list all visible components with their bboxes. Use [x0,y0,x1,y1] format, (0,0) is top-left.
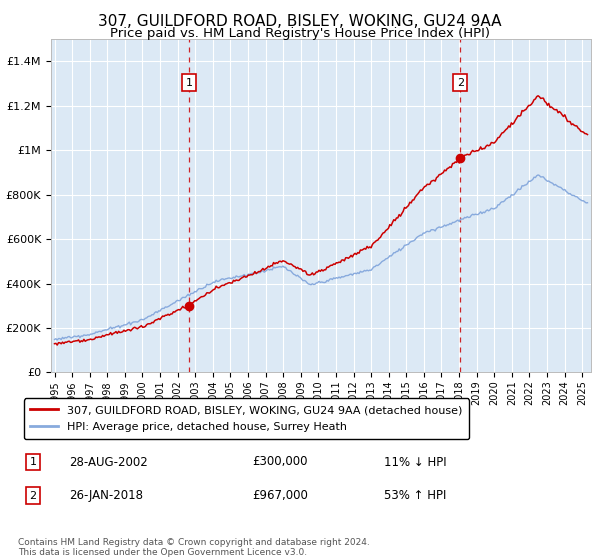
Text: 11% ↓ HPI: 11% ↓ HPI [384,455,446,469]
Text: 307, GUILDFORD ROAD, BISLEY, WOKING, GU24 9AA: 307, GUILDFORD ROAD, BISLEY, WOKING, GU2… [98,14,502,29]
Text: 1: 1 [29,457,37,467]
Text: Price paid vs. HM Land Registry's House Price Index (HPI): Price paid vs. HM Land Registry's House … [110,27,490,40]
Text: £300,000: £300,000 [252,455,308,469]
Text: 53% ↑ HPI: 53% ↑ HPI [384,489,446,502]
Text: 2: 2 [29,491,37,501]
Text: £967,000: £967,000 [252,489,308,502]
Text: 2: 2 [457,77,464,87]
Legend: 307, GUILDFORD ROAD, BISLEY, WOKING, GU24 9AA (detached house), HPI: Average pri: 307, GUILDFORD ROAD, BISLEY, WOKING, GU2… [23,398,469,439]
Text: 1: 1 [185,77,193,87]
Text: 26-JAN-2018: 26-JAN-2018 [69,489,143,502]
Text: 28-AUG-2002: 28-AUG-2002 [69,455,148,469]
Text: Contains HM Land Registry data © Crown copyright and database right 2024.
This d: Contains HM Land Registry data © Crown c… [18,538,370,557]
